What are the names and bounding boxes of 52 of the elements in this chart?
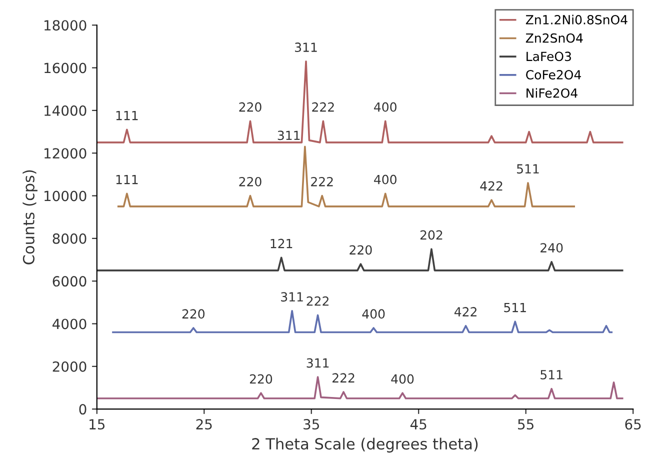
annotation: 222 bbox=[306, 296, 328, 306]
annotation: 220 bbox=[239, 176, 262, 186]
annotation: 400 bbox=[374, 102, 396, 112]
annotation: 220 bbox=[250, 374, 272, 384]
legend-label: Zn1.2Ni0.8SnO4 bbox=[526, 14, 628, 24]
annotation: 400 bbox=[374, 174, 396, 184]
x-tick-label: 65 bbox=[625, 419, 641, 430]
annotation: 311 bbox=[281, 292, 303, 302]
annotation: 511 bbox=[517, 164, 539, 174]
annotation: 311 bbox=[306, 358, 329, 368]
annotation: 220 bbox=[239, 102, 262, 112]
annotation: 311 bbox=[295, 42, 317, 52]
annotation: 511 bbox=[540, 370, 562, 380]
y-tick-label: 4000 bbox=[52, 318, 86, 330]
y-tick-label: 2000 bbox=[52, 361, 86, 372]
annotation: 400 bbox=[391, 374, 414, 384]
annotation: 240 bbox=[540, 243, 563, 253]
annotation: 511 bbox=[504, 302, 526, 312]
y-axis-title: Counts (cps) bbox=[22, 170, 38, 264]
x-tick-label: 35 bbox=[304, 419, 319, 430]
legend-label: CoFe2O4 bbox=[526, 70, 581, 80]
annotation: 111 bbox=[116, 110, 138, 120]
y-tick-label: 12000 bbox=[44, 148, 86, 159]
y-tick-label: 18000 bbox=[44, 20, 86, 31]
x-tick-label: 55 bbox=[518, 419, 534, 430]
line-series bbox=[96, 60, 624, 144]
y-tick-label: 6000 bbox=[52, 276, 86, 287]
annotation: 222 bbox=[311, 176, 333, 186]
x-tick-label: 15 bbox=[90, 419, 105, 430]
annotation: 220 bbox=[182, 309, 205, 319]
annotation: 222 bbox=[312, 102, 334, 112]
annotation: 202 bbox=[420, 230, 442, 240]
y-tick-label: 14000 bbox=[44, 105, 86, 116]
annotation: 400 bbox=[362, 309, 385, 319]
y-tick-label: 0 bbox=[79, 404, 86, 415]
legend-label: Zn2SnO4 bbox=[526, 33, 583, 43]
y-tick-label: 10000 bbox=[44, 190, 86, 202]
annotation: 422 bbox=[480, 181, 502, 190]
y-tick-label: 8000 bbox=[52, 233, 86, 244]
annotation: 222 bbox=[332, 373, 354, 382]
x-tick-label: 25 bbox=[196, 419, 212, 430]
annotation: 311 bbox=[278, 130, 300, 140]
annotation: 422 bbox=[454, 307, 476, 316]
x-axis-title: 2 Theta Scale (degrees theta) bbox=[252, 438, 478, 453]
annotation: 111 bbox=[116, 174, 138, 184]
x-tick-label: 45 bbox=[410, 419, 426, 430]
y-tick-label: 16000 bbox=[44, 62, 86, 74]
annotation: 121 bbox=[270, 238, 292, 248]
legend-label: NiFe2O4 bbox=[526, 88, 578, 98]
line-series bbox=[117, 146, 576, 208]
annotation: 220 bbox=[350, 245, 372, 255]
legend-label: LaFeO3 bbox=[526, 52, 571, 62]
